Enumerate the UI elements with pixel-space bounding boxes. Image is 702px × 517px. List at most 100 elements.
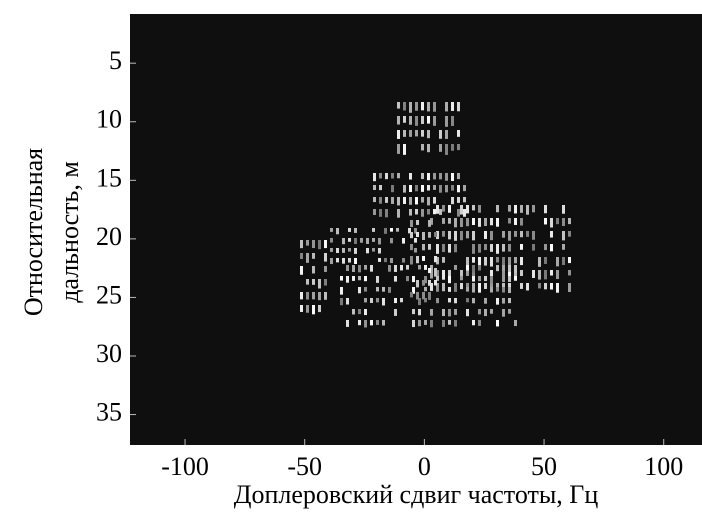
image-pixel bbox=[421, 130, 424, 137]
image-pixel bbox=[472, 320, 475, 325]
image-pixel bbox=[502, 265, 505, 271]
image-pixel bbox=[472, 231, 475, 240]
image-pixel bbox=[400, 298, 403, 302]
image-pixel bbox=[433, 209, 436, 214]
y-tick-label: 25 bbox=[96, 280, 122, 309]
image-pixel bbox=[448, 276, 451, 283]
image-pixel bbox=[376, 298, 379, 302]
image-pixel bbox=[364, 265, 367, 270]
image-pixel bbox=[568, 270, 571, 275]
image-pixel bbox=[466, 287, 469, 292]
image-pixel bbox=[526, 283, 529, 290]
image-pixel bbox=[478, 244, 481, 253]
image-pixel bbox=[457, 185, 460, 192]
image-pixel bbox=[433, 173, 436, 179]
image-pixel bbox=[373, 197, 376, 202]
image-pixel bbox=[418, 309, 421, 315]
image-pixel bbox=[397, 130, 400, 139]
image-pixel bbox=[342, 248, 345, 253]
image-pixel bbox=[346, 320, 349, 327]
image-pixel bbox=[391, 197, 394, 204]
image-pixel bbox=[442, 309, 445, 316]
image-pixel bbox=[445, 116, 448, 127]
image-pixel bbox=[384, 228, 387, 234]
image-pixel bbox=[354, 258, 357, 264]
image-pixel bbox=[421, 102, 424, 110]
image-pixel bbox=[514, 257, 517, 263]
image-pixel bbox=[422, 292, 425, 299]
image-pixel bbox=[428, 244, 431, 250]
image-pixel bbox=[306, 253, 309, 263]
image-pixel bbox=[454, 320, 457, 327]
image-pixel bbox=[306, 292, 309, 300]
image-pixel bbox=[532, 270, 535, 278]
image-pixel bbox=[340, 298, 343, 305]
image-pixel bbox=[312, 292, 315, 299]
image-pixel bbox=[424, 320, 427, 325]
image-pixel bbox=[496, 257, 499, 262]
image-pixel bbox=[403, 116, 406, 123]
image-pixel bbox=[457, 173, 460, 179]
image-pixel bbox=[385, 197, 388, 203]
image-pixel bbox=[373, 209, 376, 215]
image-pixel bbox=[463, 185, 466, 191]
image-pixel bbox=[514, 205, 517, 213]
image-pixel bbox=[410, 220, 413, 227]
image-pixel bbox=[358, 309, 361, 314]
image-pixel bbox=[428, 280, 431, 286]
image-pixel bbox=[439, 130, 442, 139]
image-pixel bbox=[466, 231, 469, 238]
image-pixel bbox=[445, 144, 448, 155]
image-pixel bbox=[324, 279, 327, 286]
image-pixel bbox=[451, 173, 454, 181]
image-pixel bbox=[364, 276, 367, 281]
image-pixel bbox=[448, 309, 451, 316]
image-pixel bbox=[451, 144, 454, 151]
image-pixel bbox=[390, 228, 393, 232]
image-pixel bbox=[342, 258, 345, 264]
image-pixel bbox=[418, 265, 421, 269]
image-pixel bbox=[300, 292, 303, 299]
image-pixel bbox=[460, 218, 463, 227]
y-tick-label: 30 bbox=[96, 339, 122, 368]
image-pixel bbox=[442, 320, 445, 327]
image-pixel bbox=[409, 209, 412, 216]
image-pixel bbox=[439, 185, 442, 193]
image-pixel bbox=[532, 205, 535, 212]
image-pixel bbox=[436, 205, 439, 214]
image-pixel bbox=[376, 276, 379, 283]
image-pixel bbox=[364, 298, 367, 302]
image-pixel bbox=[508, 309, 511, 314]
image-pixel bbox=[306, 279, 309, 285]
image-pixel bbox=[454, 283, 457, 292]
image-pixel bbox=[478, 287, 481, 293]
image-pixel bbox=[415, 116, 418, 126]
image-pixel bbox=[410, 256, 413, 264]
image-pixel bbox=[372, 228, 375, 232]
image-pixel bbox=[396, 228, 399, 232]
image-pixel bbox=[379, 185, 382, 190]
image-pixel bbox=[421, 173, 424, 179]
image-pixel bbox=[445, 130, 448, 139]
image-pixel bbox=[300, 240, 303, 248]
image-pixel bbox=[520, 205, 523, 213]
image-pixel bbox=[416, 232, 419, 237]
image-pixel bbox=[472, 218, 475, 225]
image-pixel bbox=[427, 197, 430, 205]
image-pixel bbox=[442, 244, 445, 252]
image-pixel bbox=[568, 257, 571, 263]
image-pixel bbox=[372, 238, 375, 242]
x-tick-label: -50 bbox=[287, 452, 322, 481]
y-axis-title: Относительная bbox=[19, 148, 48, 316]
image-pixel bbox=[428, 220, 431, 227]
image-pixel bbox=[457, 209, 460, 217]
image-pixel bbox=[403, 130, 406, 137]
image-pixel bbox=[422, 244, 425, 250]
image-pixel bbox=[384, 258, 387, 262]
image-pixel bbox=[312, 305, 315, 314]
image-pixel bbox=[388, 265, 391, 272]
image-pixel bbox=[526, 231, 529, 237]
image-pixel bbox=[502, 309, 505, 317]
image-pixel bbox=[439, 144, 442, 152]
image-pixel bbox=[427, 173, 430, 180]
